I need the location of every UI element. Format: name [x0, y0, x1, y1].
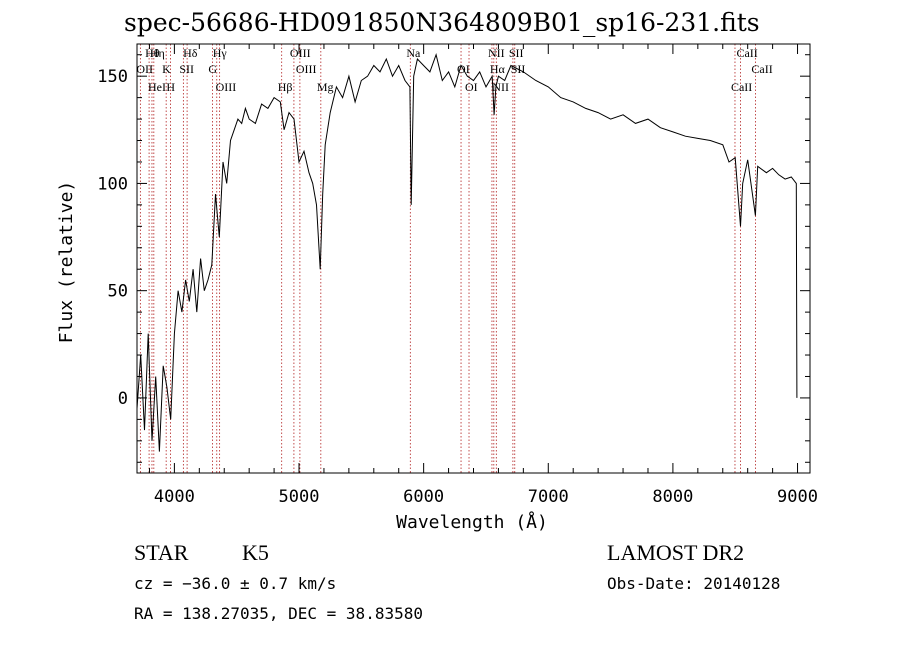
x-tick-label: 9000 — [777, 487, 818, 507]
x-tick-label: 5000 — [279, 487, 320, 507]
x-tick-label: 8000 — [652, 487, 693, 507]
line-label: H — [166, 80, 175, 94]
line-label: SII — [509, 46, 524, 60]
line-label: K — [162, 62, 171, 76]
ra-dec: RA = 138.27035, DEC = 38.83580 — [134, 604, 423, 623]
line-label: Hθ — [145, 46, 160, 60]
line-label: Hγ — [213, 46, 228, 60]
line-label: Hδ — [183, 46, 198, 60]
y-tick-label: 0 — [118, 389, 128, 409]
x-axis-ticks: 4000 5000 6000 7000 8000 9000 — [148, 44, 818, 507]
line-label: OIII — [216, 80, 237, 94]
line-label: OII — [136, 62, 153, 76]
object-class: STAR — [134, 540, 189, 565]
emission-line-labels: HθOIIHeIHηKHHδSIIOIIIHγGHβOIIIOIIIMgNaOI… — [136, 46, 772, 94]
line-label: Hβ — [278, 80, 293, 94]
line-label: Hα — [490, 62, 506, 76]
line-label: CaII — [731, 80, 752, 94]
observation-date: Obs-Date: 20140128 — [607, 574, 781, 593]
line-label: NII — [488, 46, 505, 60]
line-label: SII — [179, 62, 194, 76]
x-tick-label: 7000 — [528, 487, 569, 507]
y-tick-label: 50 — [108, 282, 128, 302]
line-label: G — [208, 62, 217, 76]
line-label: CaII — [751, 62, 772, 76]
line-label: Mg — [317, 80, 334, 94]
chart-title: spec-56686-HD091850N364809B01_sp16-231.f… — [124, 8, 760, 37]
plot-frame — [136, 43, 811, 474]
x-axis-label: Wavelength (Å) — [396, 511, 548, 533]
y-tick-label: 100 — [97, 174, 128, 194]
y-axis-ticks: 0 50 100 150 — [97, 54, 810, 463]
y-tick-label: 150 — [97, 67, 128, 87]
line-label: Hη — [150, 46, 165, 60]
line-label: CaII — [736, 46, 757, 60]
line-label: OI — [465, 80, 478, 94]
line-label: HeI — [148, 80, 166, 94]
x-tick-label: 4000 — [154, 487, 195, 507]
x-tick-label: 6000 — [403, 487, 444, 507]
emission-line-markers — [139, 44, 756, 473]
line-label: NII — [492, 80, 509, 94]
line-label: Na — [406, 46, 421, 60]
object-subclass: K5 — [242, 540, 269, 565]
line-label: OIII — [296, 62, 317, 76]
y-axis-label: Flux (relative) — [56, 181, 77, 344]
line-label: OIII — [290, 46, 311, 60]
redshift-cz: cz = −36.0 ± 0.7 km/s — [134, 574, 337, 593]
survey-name: LAMOST DR2 — [607, 540, 745, 565]
spectrum-series-line — [136, 52, 798, 452]
